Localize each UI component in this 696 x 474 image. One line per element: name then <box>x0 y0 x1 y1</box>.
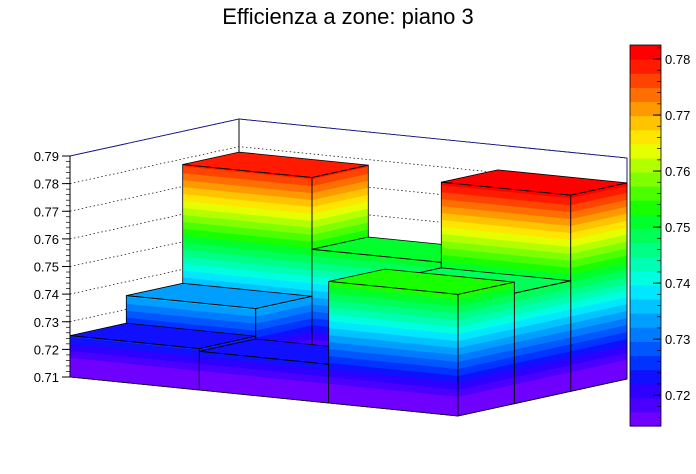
box-right-outline <box>570 182 628 392</box>
colorbar-label: 0.78 <box>665 52 690 67</box>
colorbar-band <box>630 355 661 371</box>
colorbar-band <box>630 327 661 342</box>
colorbar-band <box>630 157 661 173</box>
z-tick-label: 0.71 <box>34 370 59 385</box>
colorbar-band <box>630 397 661 413</box>
colorbar-band <box>630 299 661 314</box>
z-tick-label: 0.74 <box>34 287 59 302</box>
z-tick-label: 0.72 <box>34 342 59 357</box>
colorbar-band <box>630 383 661 399</box>
colorbar-label: 0.72 <box>665 388 690 403</box>
z-tick-label: 0.76 <box>34 232 59 247</box>
colorbar-band <box>630 242 661 258</box>
colorbar-band <box>630 87 661 103</box>
z-gridline <box>69 118 628 159</box>
box-r0-c2 <box>328 268 515 417</box>
colorbar-label: 0.74 <box>665 276 690 291</box>
colorbar-band <box>630 411 661 427</box>
colorbar-band <box>630 172 661 187</box>
colorbar-band <box>630 369 661 385</box>
z-tick-label: 0.77 <box>34 204 59 219</box>
colorbar-band <box>630 129 661 145</box>
colorbar-label: 0.77 <box>665 108 690 123</box>
colorbar-label: 0.76 <box>665 164 690 179</box>
z-tick-label: 0.73 <box>34 315 59 330</box>
colorbar: 0.72 0.73 0.74 0.75 0.76 0.77 0.78 <box>629 44 690 427</box>
colorbar-band <box>630 256 661 272</box>
colorbar-band <box>630 270 661 286</box>
colorbar-band <box>630 186 661 201</box>
colorbar-band <box>630 214 661 230</box>
colorbar-band <box>630 73 661 88</box>
colorbar-band <box>630 341 661 357</box>
colorbar-band <box>630 228 661 244</box>
colorbar-label: 0.73 <box>665 332 690 347</box>
colorbar-label: 0.75 <box>665 220 690 235</box>
colorbar-band <box>630 115 661 131</box>
colorbar-band <box>630 284 661 300</box>
chart-title: Efficienza a zone: piano 3 <box>222 4 474 29</box>
z-tick-label: 0.78 <box>34 177 59 192</box>
z-tick-label: 0.75 <box>34 260 59 275</box>
colorbar-frame <box>629 44 662 427</box>
colorbar-band <box>630 101 661 117</box>
colorbar-band <box>630 200 661 215</box>
colorbar-band <box>630 313 661 328</box>
z-tick-label: 0.79 <box>34 149 59 164</box>
box-right-outline <box>457 281 515 417</box>
boxes <box>69 151 628 417</box>
colorbar-band <box>630 45 661 60</box>
colorbar-band <box>630 143 661 159</box>
colorbar-band <box>630 59 661 74</box>
